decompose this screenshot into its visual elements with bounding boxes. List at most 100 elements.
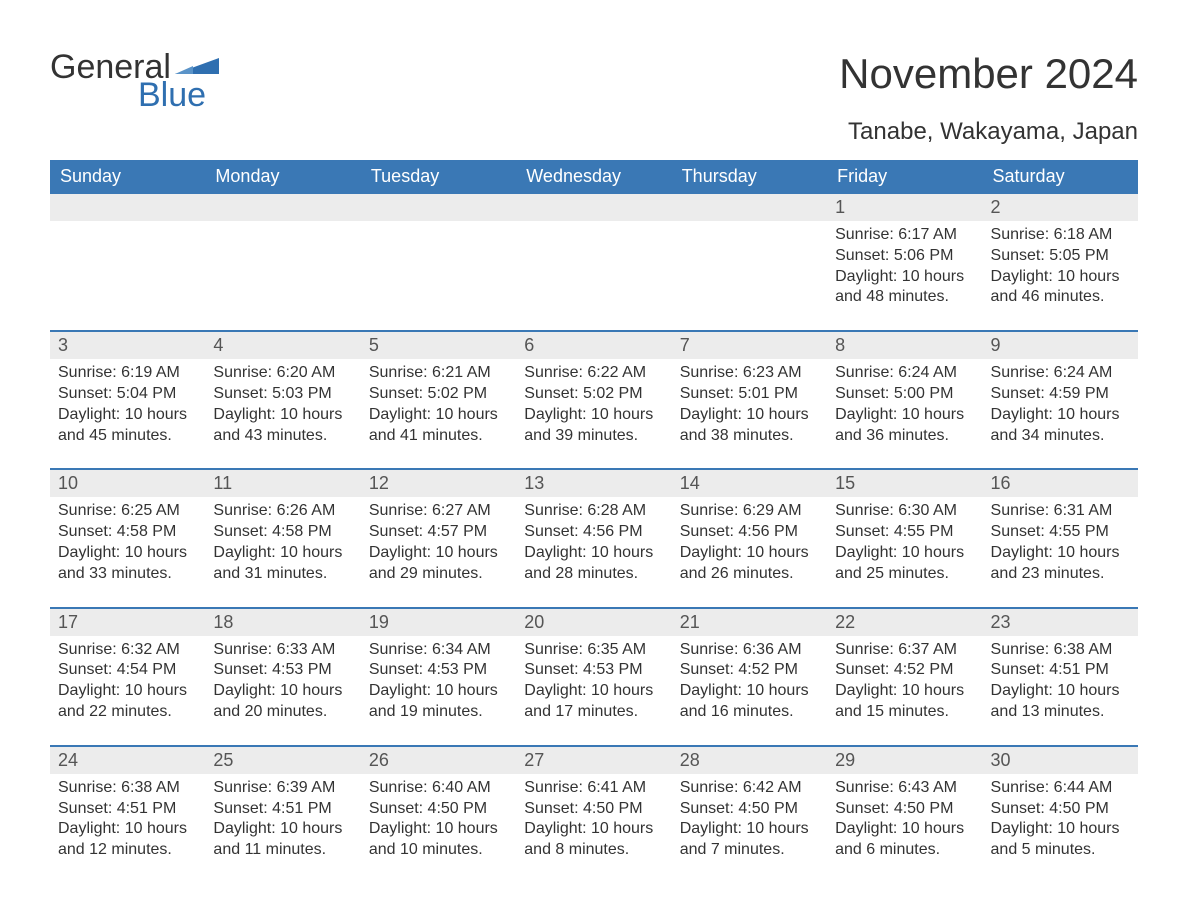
daylight2-text: and 23 minutes. xyxy=(991,564,1130,585)
day-cell: 3Sunrise: 6:19 AMSunset: 5:04 PMDaylight… xyxy=(50,332,205,452)
day-number: 6 xyxy=(516,332,671,359)
sunrise-text: Sunrise: 6:24 AM xyxy=(991,363,1130,384)
day-details: Sunrise: 6:21 AMSunset: 5:02 PMDaylight:… xyxy=(361,359,516,446)
daylight1-text: Daylight: 10 hours xyxy=(680,681,819,702)
day-details: Sunrise: 6:25 AMSunset: 4:58 PMDaylight:… xyxy=(50,497,205,584)
daylight2-text: and 43 minutes. xyxy=(213,426,352,447)
day-number xyxy=(361,194,516,221)
day-number: 28 xyxy=(672,747,827,774)
day-number: 23 xyxy=(983,609,1138,636)
day-cell: 15Sunrise: 6:30 AMSunset: 4:55 PMDayligh… xyxy=(827,470,982,590)
day-cell: 28Sunrise: 6:42 AMSunset: 4:50 PMDayligh… xyxy=(672,747,827,867)
daylight1-text: Daylight: 10 hours xyxy=(58,543,197,564)
day-details: Sunrise: 6:29 AMSunset: 4:56 PMDaylight:… xyxy=(672,497,827,584)
daylight1-text: Daylight: 10 hours xyxy=(680,819,819,840)
daylight1-text: Daylight: 10 hours xyxy=(213,405,352,426)
daylight2-text: and 17 minutes. xyxy=(524,702,663,723)
sunrise-text: Sunrise: 6:44 AM xyxy=(991,778,1130,799)
day-details: Sunrise: 6:42 AMSunset: 4:50 PMDaylight:… xyxy=(672,774,827,861)
day-cell xyxy=(672,194,827,314)
daylight2-text: and 22 minutes. xyxy=(58,702,197,723)
daylight2-text: and 12 minutes. xyxy=(58,840,197,861)
day-number xyxy=(50,194,205,221)
day-cell: 7Sunrise: 6:23 AMSunset: 5:01 PMDaylight… xyxy=(672,332,827,452)
week-row: 3Sunrise: 6:19 AMSunset: 5:04 PMDaylight… xyxy=(50,330,1138,452)
day-details: Sunrise: 6:44 AMSunset: 4:50 PMDaylight:… xyxy=(983,774,1138,861)
day-header: Friday xyxy=(827,160,982,194)
day-header: Monday xyxy=(205,160,360,194)
day-number: 22 xyxy=(827,609,982,636)
sunset-text: Sunset: 4:51 PM xyxy=(213,799,352,820)
day-cell: 21Sunrise: 6:36 AMSunset: 4:52 PMDayligh… xyxy=(672,609,827,729)
day-details: Sunrise: 6:38 AMSunset: 4:51 PMDaylight:… xyxy=(50,774,205,861)
daylight1-text: Daylight: 10 hours xyxy=(835,819,974,840)
day-cell: 4Sunrise: 6:20 AMSunset: 5:03 PMDaylight… xyxy=(205,332,360,452)
day-number: 29 xyxy=(827,747,982,774)
daylight1-text: Daylight: 10 hours xyxy=(524,405,663,426)
sunset-text: Sunset: 4:56 PM xyxy=(680,522,819,543)
day-details: Sunrise: 6:43 AMSunset: 4:50 PMDaylight:… xyxy=(827,774,982,861)
daylight1-text: Daylight: 10 hours xyxy=(680,543,819,564)
sunset-text: Sunset: 4:57 PM xyxy=(369,522,508,543)
daylight2-text: and 25 minutes. xyxy=(835,564,974,585)
daylight2-text: and 29 minutes. xyxy=(369,564,508,585)
day-cell: 18Sunrise: 6:33 AMSunset: 4:53 PMDayligh… xyxy=(205,609,360,729)
day-number xyxy=(516,194,671,221)
sunrise-text: Sunrise: 6:41 AM xyxy=(524,778,663,799)
day-cell: 11Sunrise: 6:26 AMSunset: 4:58 PMDayligh… xyxy=(205,470,360,590)
day-details: Sunrise: 6:22 AMSunset: 5:02 PMDaylight:… xyxy=(516,359,671,446)
daylight2-text: and 28 minutes. xyxy=(524,564,663,585)
day-cell: 29Sunrise: 6:43 AMSunset: 4:50 PMDayligh… xyxy=(827,747,982,867)
day-cell: 5Sunrise: 6:21 AMSunset: 5:02 PMDaylight… xyxy=(361,332,516,452)
sunset-text: Sunset: 4:55 PM xyxy=(991,522,1130,543)
sunrise-text: Sunrise: 6:39 AM xyxy=(213,778,352,799)
daylight1-text: Daylight: 10 hours xyxy=(524,543,663,564)
day-details: Sunrise: 6:18 AMSunset: 5:05 PMDaylight:… xyxy=(983,221,1138,308)
sunrise-text: Sunrise: 6:18 AM xyxy=(991,225,1130,246)
sunset-text: Sunset: 4:50 PM xyxy=(991,799,1130,820)
sunset-text: Sunset: 4:52 PM xyxy=(835,660,974,681)
day-number: 19 xyxy=(361,609,516,636)
sunrise-text: Sunrise: 6:23 AM xyxy=(680,363,819,384)
week-row: 1Sunrise: 6:17 AMSunset: 5:06 PMDaylight… xyxy=(50,194,1138,314)
sunset-text: Sunset: 4:51 PM xyxy=(991,660,1130,681)
day-cell xyxy=(361,194,516,314)
daylight2-text: and 13 minutes. xyxy=(991,702,1130,723)
day-details: Sunrise: 6:32 AMSunset: 4:54 PMDaylight:… xyxy=(50,636,205,723)
sunrise-text: Sunrise: 6:35 AM xyxy=(524,640,663,661)
daylight1-text: Daylight: 10 hours xyxy=(213,681,352,702)
daylight1-text: Daylight: 10 hours xyxy=(680,405,819,426)
daylight1-text: Daylight: 10 hours xyxy=(991,819,1130,840)
sunrise-text: Sunrise: 6:28 AM xyxy=(524,501,663,522)
daylight1-text: Daylight: 10 hours xyxy=(524,819,663,840)
daylight2-text: and 7 minutes. xyxy=(680,840,819,861)
sunset-text: Sunset: 4:55 PM xyxy=(835,522,974,543)
day-number: 4 xyxy=(205,332,360,359)
week-row: 17Sunrise: 6:32 AMSunset: 4:54 PMDayligh… xyxy=(50,607,1138,729)
day-details: Sunrise: 6:35 AMSunset: 4:53 PMDaylight:… xyxy=(516,636,671,723)
day-number: 21 xyxy=(672,609,827,636)
day-number: 2 xyxy=(983,194,1138,221)
daylight2-text: and 8 minutes. xyxy=(524,840,663,861)
daylight2-text: and 38 minutes. xyxy=(680,426,819,447)
sunrise-text: Sunrise: 6:29 AM xyxy=(680,501,819,522)
day-details: Sunrise: 6:27 AMSunset: 4:57 PMDaylight:… xyxy=(361,497,516,584)
day-number: 9 xyxy=(983,332,1138,359)
sunset-text: Sunset: 5:05 PM xyxy=(991,246,1130,267)
day-number: 12 xyxy=(361,470,516,497)
day-cell: 12Sunrise: 6:27 AMSunset: 4:57 PMDayligh… xyxy=(361,470,516,590)
day-details: Sunrise: 6:26 AMSunset: 4:58 PMDaylight:… xyxy=(205,497,360,584)
sunrise-text: Sunrise: 6:22 AM xyxy=(524,363,663,384)
sunrise-text: Sunrise: 6:30 AM xyxy=(835,501,974,522)
sunrise-text: Sunrise: 6:33 AM xyxy=(213,640,352,661)
day-cell: 17Sunrise: 6:32 AMSunset: 4:54 PMDayligh… xyxy=(50,609,205,729)
day-cell: 14Sunrise: 6:29 AMSunset: 4:56 PMDayligh… xyxy=(672,470,827,590)
daylight1-text: Daylight: 10 hours xyxy=(369,543,508,564)
day-cell: 8Sunrise: 6:24 AMSunset: 5:00 PMDaylight… xyxy=(827,332,982,452)
day-number xyxy=(205,194,360,221)
day-number: 27 xyxy=(516,747,671,774)
daylight1-text: Daylight: 10 hours xyxy=(369,819,508,840)
sunset-text: Sunset: 5:02 PM xyxy=(369,384,508,405)
sunrise-text: Sunrise: 6:32 AM xyxy=(58,640,197,661)
day-details: Sunrise: 6:19 AMSunset: 5:04 PMDaylight:… xyxy=(50,359,205,446)
